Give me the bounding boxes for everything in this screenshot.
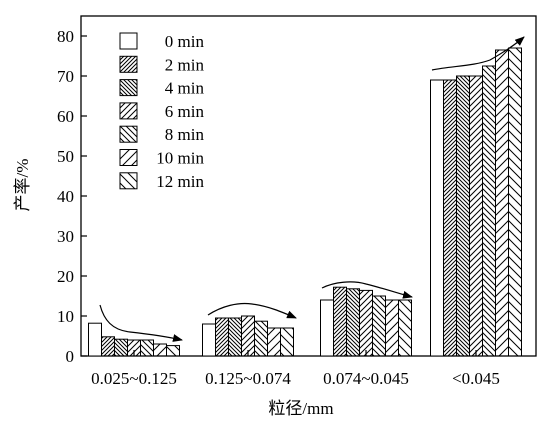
- bar: [443, 79, 457, 357]
- plot-area: 0 10 20 30 40 50 60 70 80 0.025~0.125 0.125~0.074 0…: [57, 15, 537, 388]
- legend-swatch: [119, 32, 138, 50]
- x-tick-label: <0.045: [452, 369, 500, 388]
- bar: [215, 317, 229, 357]
- bar: [398, 299, 412, 357]
- trend-arrow: [431, 36, 525, 71]
- bar: [333, 286, 347, 357]
- legend-swatch: [119, 149, 138, 166]
- y-tick-label: 80: [57, 27, 74, 46]
- bar: [153, 343, 167, 357]
- y-tick-label: 0: [66, 347, 75, 366]
- bar: [456, 75, 470, 357]
- legend-label: 8 min: [165, 125, 205, 144]
- legend-label: 2 min: [165, 55, 205, 74]
- bar: [140, 339, 154, 357]
- legend-swatch: [119, 172, 138, 190]
- trend-arrow: [321, 281, 413, 299]
- bar: [254, 320, 268, 357]
- bar: [372, 295, 386, 357]
- legend-label: 6 min: [165, 102, 205, 121]
- bar: [114, 338, 128, 357]
- y-axis-label: 产率/%: [13, 159, 32, 212]
- y-tick-label: 20: [57, 267, 74, 286]
- bar: [482, 65, 496, 357]
- x-tick-label: 0.074~0.045: [323, 369, 409, 388]
- bar: [359, 289, 373, 357]
- bar: [346, 288, 360, 357]
- y-tick-label: 10: [57, 307, 74, 326]
- bar: [267, 327, 281, 357]
- bar: [320, 299, 334, 357]
- x-tick-label: 0.025~0.125: [91, 369, 177, 388]
- bar: [88, 322, 102, 357]
- x-tick-label: 0.125~0.074: [205, 369, 291, 388]
- bar: [495, 49, 509, 357]
- legend-label: 12 min: [156, 172, 204, 191]
- plot-frame: [80, 15, 537, 357]
- legend-label: 0 min: [165, 32, 205, 51]
- legend-swatch: [119, 125, 138, 143]
- bar: [469, 75, 483, 357]
- bar: [430, 79, 444, 357]
- bar: [280, 327, 294, 357]
- trend-arrows: [99, 36, 525, 342]
- bar: [508, 47, 522, 357]
- trend-arrow: [207, 302, 297, 319]
- legend-swatch: [119, 102, 138, 120]
- y-tick-label: 30: [57, 227, 74, 246]
- bar: [228, 317, 242, 357]
- bar: [385, 299, 399, 357]
- y-tick-label: 40: [57, 187, 74, 206]
- x-axis-label: 粒径/mm: [268, 399, 333, 418]
- bar: [202, 323, 216, 357]
- bar: [166, 345, 180, 357]
- legend-swatch: [119, 79, 138, 97]
- trend-arrow: [99, 304, 183, 342]
- legend-label: 4 min: [165, 79, 205, 98]
- bar: [101, 336, 115, 357]
- y-tick-label: 50: [57, 147, 74, 166]
- legend-swatch: [119, 55, 138, 73]
- y-tick-label: 60: [57, 107, 74, 126]
- y-tick-label: 70: [57, 67, 74, 86]
- legend-label: 10 min: [156, 149, 204, 168]
